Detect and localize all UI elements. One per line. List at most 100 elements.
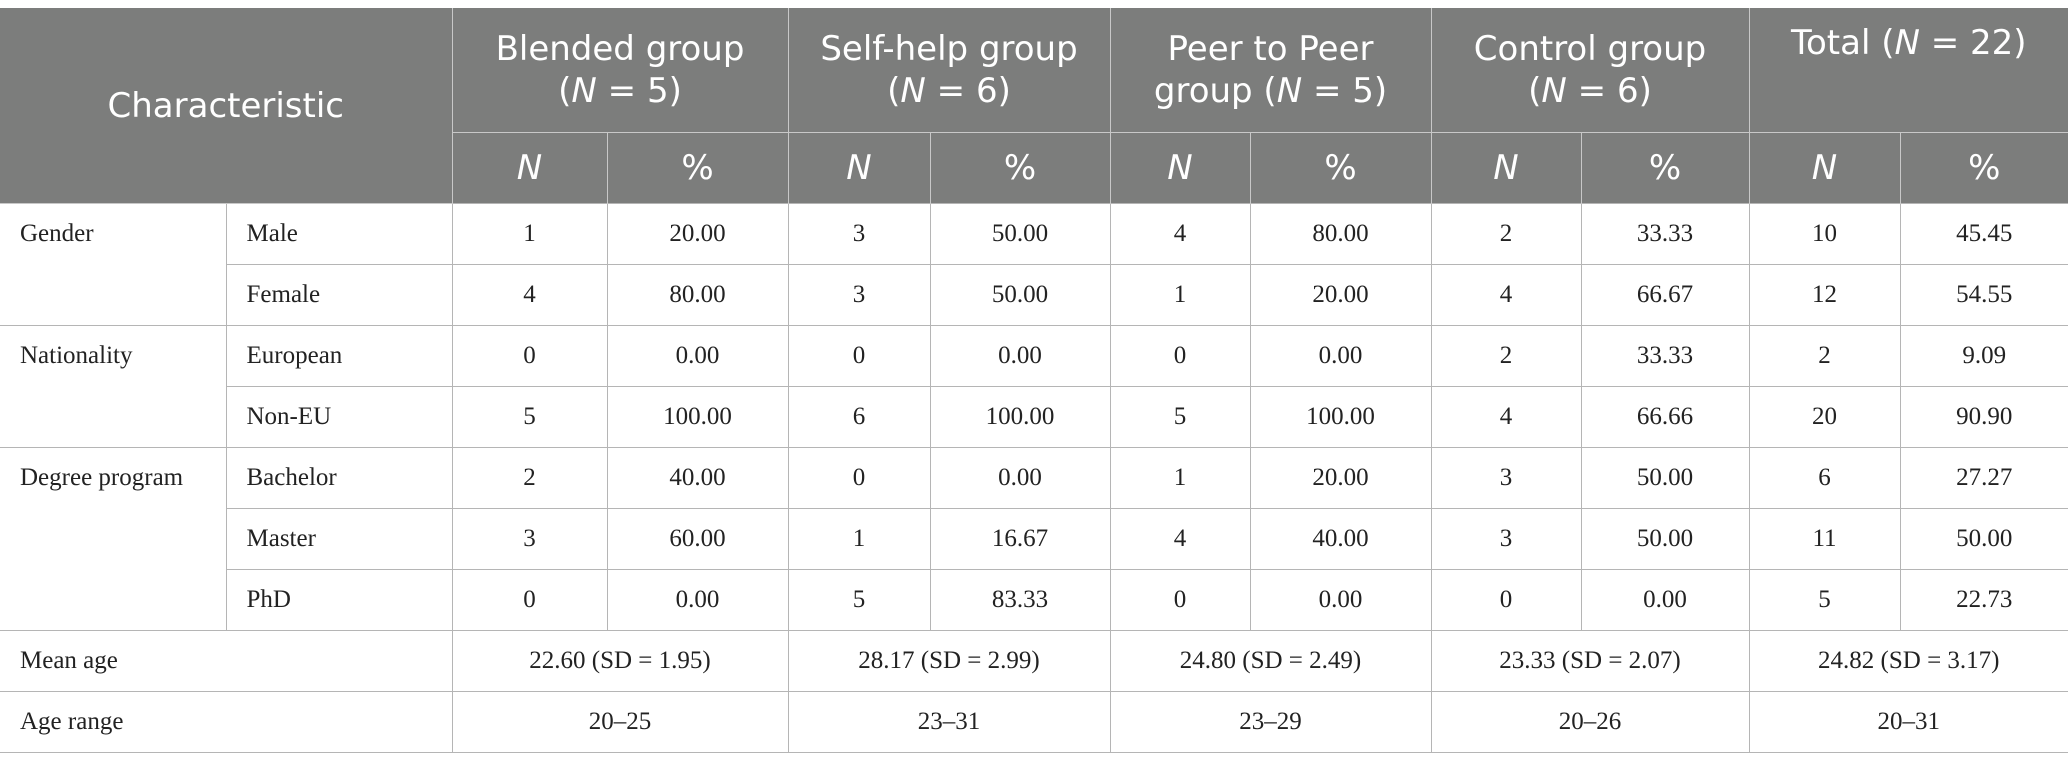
subcategory-label: Bachelor [225,447,453,509]
cell: 0.00 [1249,325,1432,387]
table-row: Nationality European 0 0.00 0 0.00 0 0.0… [0,325,2068,448]
cell: 4 [451,264,608,326]
summary-cell: 24.80 (SD = 2.49) [1109,630,1432,692]
cell: 4 [1430,386,1582,448]
group-header-control: Control group (N = 6) [1430,8,1750,133]
cell: 100.00 [929,386,1111,448]
cell: 0 [451,325,608,387]
cell: 50.00 [929,203,1111,265]
cell: 0 [787,447,931,509]
table-row: Gender Male 1 20.00 3 50.00 4 80.00 2 33… [0,203,2068,326]
n-column-header: N [1430,132,1582,204]
summary-cell: 24.82 (SD = 3.17) [1748,630,2068,692]
cell: 22.73 [1899,569,2068,631]
cell: 4 [1109,203,1251,265]
summary-row-age-range: Age range 20–25 23–31 23–29 20–26 20–31 [0,691,2068,753]
n-column-header: N [1109,132,1251,204]
cell: 1 [1109,447,1251,509]
cell: 50.00 [1899,508,2068,570]
cell: 66.67 [1580,264,1750,326]
summary-cell: 23.33 (SD = 2.07) [1430,630,1750,692]
cell: 33.33 [1580,325,1750,387]
table-row: Master 3 60.00 1 16.67 4 40.00 3 50.00 1… [0,508,2068,570]
cell: 5 [1748,569,1901,631]
cell: 20.00 [1249,447,1432,509]
table-row: Degree program Bachelor 2 40.00 0 0.00 1… [0,447,2068,631]
cell: 3 [787,264,931,326]
cell: 0 [1109,325,1251,387]
summary-label: Mean age [0,630,453,692]
subcategory-label: European [225,325,453,387]
cell: 100.00 [606,386,789,448]
cell: 45.45 [1899,203,2068,265]
category-degree-program: Degree program [0,447,227,631]
cell: 0.00 [606,325,789,387]
n-column-header: N [787,132,931,204]
summary-row-mean-age: Mean age 22.60 (SD = 1.95) 28.17 (SD = 2… [0,630,2068,692]
cell: 66.66 [1580,386,1750,448]
cell: 83.33 [929,569,1111,631]
cell: 100.00 [1249,386,1432,448]
subcategory-label: PhD [226,569,453,631]
cell: 0.00 [1580,569,1750,631]
cell: 40.00 [606,447,789,509]
pct-column-header: % [929,132,1111,204]
subcategory-label: Master [226,508,453,570]
summary-cell: 28.17 (SD = 2.99) [787,630,1111,692]
cell: 0.00 [606,569,789,631]
cell: 2 [451,447,608,509]
cell: 1 [451,203,608,265]
cell: 27.27 [1899,447,2068,509]
n-column-header: N [1748,132,1901,204]
category-nationality: Nationality [0,325,227,448]
cell: 6 [1748,447,1901,509]
cell: 3 [1430,508,1582,570]
pct-column-header: % [1580,132,1750,204]
cell: 90.90 [1899,386,2068,448]
summary-cell: 20–26 [1430,691,1750,753]
cell: 0.00 [929,447,1111,509]
cell: 0 [1430,569,1582,631]
cell: 80.00 [1249,203,1432,265]
cell: 11 [1748,508,1901,570]
pct-column-header: % [1899,132,2068,204]
summary-cell: 20–31 [1748,691,2068,753]
cell: 40.00 [1249,508,1432,570]
pct-column-header: % [1249,132,1432,204]
cell: 5 [787,569,931,631]
demographics-table: Characteristic Blended group (N = 5) Self… [0,8,2068,753]
cell: 4 [1109,508,1251,570]
cell: 3 [787,203,931,265]
cell: 4 [1430,264,1582,326]
cell: 12 [1748,264,1901,326]
cell: 2 [1430,203,1582,265]
summary-cell: 22.60 (SD = 1.95) [451,630,789,692]
group-header-peer-to-peer: Peer to Peer group (N = 5) [1109,8,1432,133]
pct-column-header: % [606,132,789,204]
table-row: Female 4 80.00 3 50.00 1 20.00 4 66.67 1… [0,264,2068,326]
cell: 80.00 [606,264,789,326]
cell: 10 [1748,203,1901,265]
cell: 33.33 [1580,203,1750,265]
characteristic-header: Characteristic [0,8,453,204]
cell: 0.00 [929,325,1111,387]
subcategory-label: Non-EU [226,386,453,448]
cell: 6 [787,386,931,448]
group-header-self-help: Self-help group (N = 6) [787,8,1111,133]
group-header-total: Total (N = 22) [1748,8,2068,133]
cell: 0 [451,569,608,631]
cell: 0 [1109,569,1251,631]
cell: 0 [787,325,931,387]
cell: 9.09 [1899,325,2068,387]
cell: 50.00 [1580,508,1750,570]
table-row: PhD 0 0.00 5 83.33 0 0.00 0 0.00 5 22.73 [0,569,2068,631]
cell: 54.55 [1899,264,2068,326]
subcategory-label: Female [226,264,453,326]
summary-label: Age range [0,691,453,753]
cell: 5 [451,386,608,448]
summary-cell: 23–31 [787,691,1111,753]
cell: 50.00 [1580,447,1750,509]
cell: 50.00 [929,264,1111,326]
cell: 3 [1430,447,1582,509]
cell: 2 [1748,325,1901,387]
